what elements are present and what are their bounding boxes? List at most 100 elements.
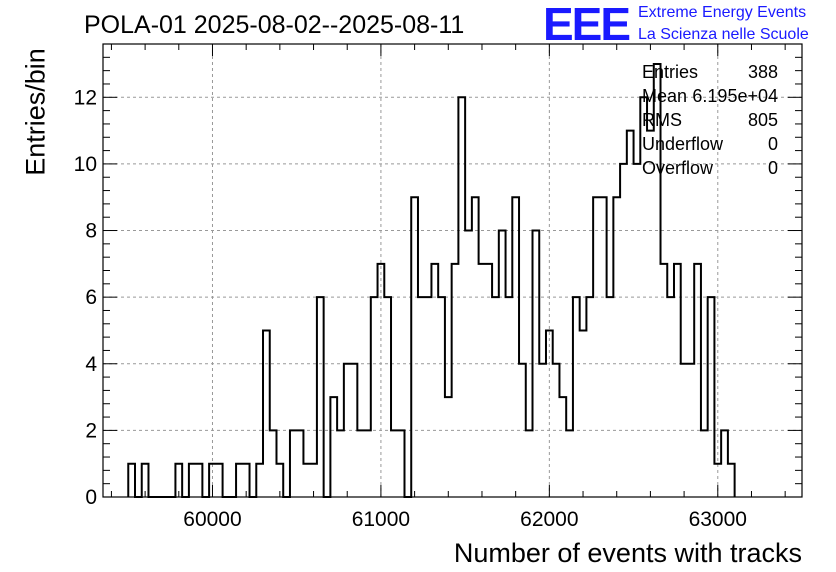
histogram-bin: [438, 297, 445, 497]
logo-line-2: La Scienza nelle Scuole: [638, 26, 809, 43]
histogram-bin: [458, 97, 465, 497]
histogram-bin: [452, 264, 459, 497]
y-axis-label: Entries/bin: [20, 48, 51, 176]
histogram-bin: [378, 264, 385, 497]
histogram-bin: [263, 330, 270, 497]
histogram-bin: [189, 464, 196, 497]
histogram-bin: [701, 430, 708, 497]
histogram-bin: [256, 464, 263, 497]
histogram-bin: [566, 430, 573, 497]
stats-row-entries: Entries 388: [642, 60, 778, 84]
histogram-bin: [290, 430, 297, 497]
histogram-bin: [573, 297, 580, 497]
histogram-bin: [580, 330, 587, 497]
histogram-bin: [728, 464, 735, 497]
eee-logo: EEE: [543, 0, 631, 50]
histogram-bin: [586, 297, 593, 497]
histogram-bin: [391, 430, 398, 497]
histogram-bin: [512, 197, 519, 497]
stats-box: Entries 388 Mean 6.195e+04 RMS 805 Under…: [642, 60, 778, 180]
histogram-bin: [337, 430, 344, 497]
histogram-bin: [667, 297, 674, 497]
y-tick-label: 2: [85, 419, 97, 442]
y-tick-label: 0: [85, 486, 97, 509]
stats-row-overflow: Overflow 0: [642, 156, 778, 180]
histogram-bin: [465, 231, 472, 497]
x-tick-label: 62000: [520, 508, 578, 531]
histogram-bin: [559, 397, 566, 497]
histogram-bin: [196, 464, 203, 497]
x-tick-label: 60000: [183, 508, 241, 531]
histogram-bin: [297, 430, 304, 497]
histogram-bin: [418, 297, 425, 497]
histogram-bin: [425, 297, 432, 497]
histogram-bin: [687, 364, 694, 497]
y-tick-label: 8: [85, 220, 97, 243]
histogram-bin: [479, 264, 486, 497]
histogram-bin: [175, 464, 182, 497]
histogram-bin: [634, 164, 641, 497]
histogram-bin: [485, 264, 492, 497]
histogram-bin: [209, 464, 216, 497]
histogram-bin: [411, 197, 418, 497]
stats-value: 0: [767, 134, 778, 154]
stats-label: RMS: [642, 110, 682, 130]
histogram-bin: [600, 197, 607, 497]
stats-row-rms: RMS 805: [642, 108, 778, 132]
histogram-bin: [721, 430, 728, 497]
y-tick-label: 4: [85, 353, 97, 376]
histogram-bin: [236, 464, 243, 497]
histogram-bin: [519, 364, 526, 497]
histogram-bin: [330, 397, 337, 497]
x-tick-label: 61000: [352, 508, 410, 531]
histogram-bin: [344, 364, 351, 497]
histogram-bin: [128, 464, 135, 497]
histogram-bin: [445, 397, 452, 497]
histogram-bin: [714, 464, 721, 497]
x-axis-label: Number of events with tracks: [453, 538, 802, 568]
histogram-bin: [539, 364, 546, 497]
histogram-bin: [472, 197, 479, 497]
histogram-bin: [310, 464, 317, 497]
stats-value: 388: [747, 62, 778, 82]
y-tick-label: 10: [74, 153, 97, 176]
histogram-bin: [492, 297, 499, 497]
histogram-bin: [533, 231, 540, 497]
histogram-bin: [546, 330, 553, 497]
stats-label: Underflow: [642, 134, 724, 154]
y-tick-label: 12: [74, 86, 97, 109]
histogram-bin: [357, 430, 364, 497]
stats-value: 805: [747, 110, 778, 130]
histogram-bin: [243, 464, 250, 497]
histogram-bin: [351, 364, 358, 497]
stats-value: 0: [767, 158, 778, 178]
histogram-bin: [593, 197, 600, 497]
histogram-bin: [270, 430, 277, 497]
histogram-bin: [627, 131, 634, 497]
histogram-bin: [142, 464, 149, 497]
logo-line-1: Extreme Energy Events: [638, 4, 807, 21]
histogram-bin: [317, 297, 324, 497]
histogram-bin: [553, 364, 560, 497]
histogram-bin: [708, 297, 715, 497]
x-tick-label: 63000: [689, 508, 747, 531]
histogram-bin: [506, 297, 513, 497]
stats-value: 6.195e+04: [692, 86, 778, 106]
histogram-bin: [384, 297, 391, 497]
histogram-bin: [613, 197, 620, 497]
histogram-bin: [431, 264, 438, 497]
histogram-bin: [364, 430, 371, 497]
y-tick-label: 6: [85, 286, 97, 309]
histogram-bin: [674, 264, 681, 497]
stats-label: Mean: [642, 86, 688, 106]
histogram-bin: [607, 297, 614, 497]
histogram-outline: [127, 62, 736, 498]
histogram-bin: [371, 297, 378, 497]
stats-label: Entries: [642, 62, 699, 82]
histogram-bin: [398, 430, 405, 497]
histogram-bin: [499, 231, 506, 497]
histogram-bin: [526, 430, 533, 497]
histogram-bin: [216, 464, 223, 497]
histogram-bin: [303, 464, 310, 497]
